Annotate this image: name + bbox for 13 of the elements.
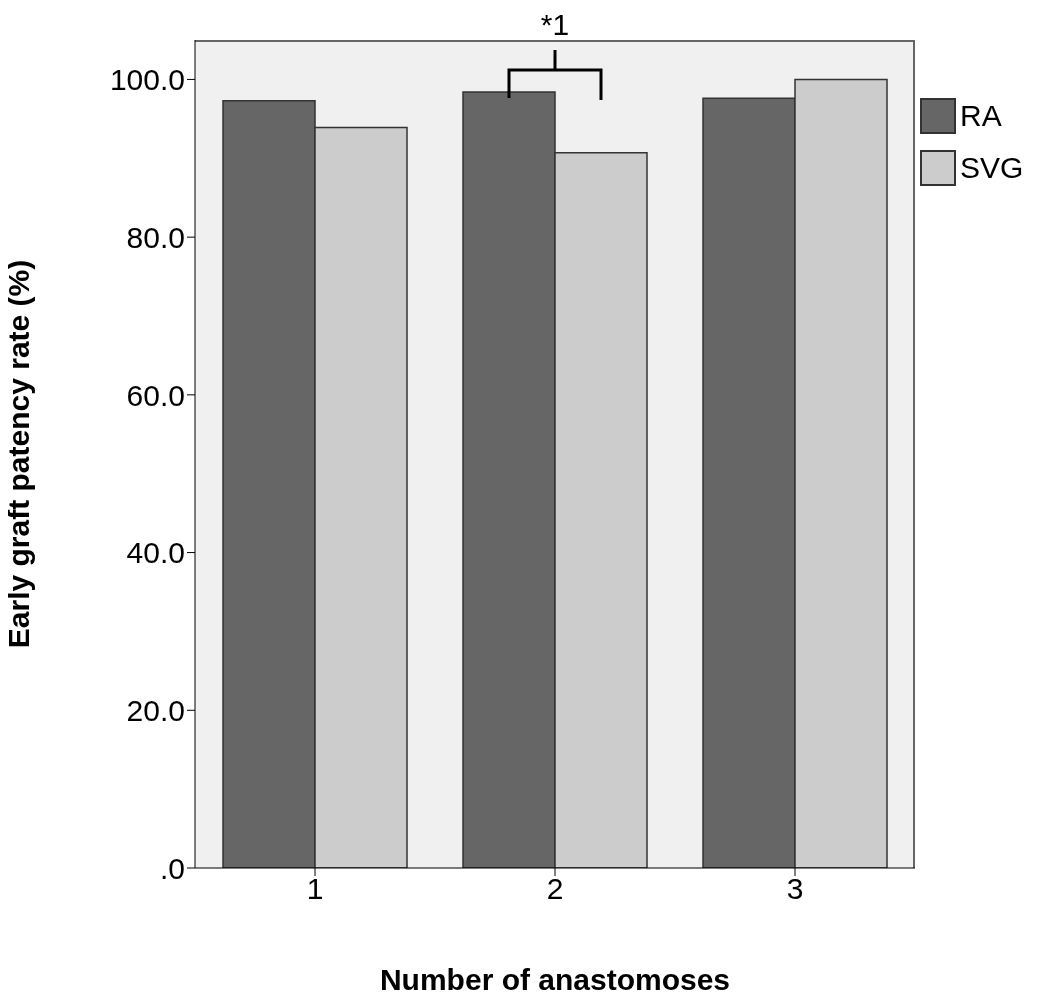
x-tick-label: 2 [546,872,564,906]
y-tick-label: 20.0 [126,693,185,727]
legend-label: SVG [960,151,1024,185]
x-tick-label: 1 [306,872,324,906]
y-tick-label: 100.0 [109,63,185,97]
legend-label: RA [960,99,1002,133]
y-tick-label: 40.0 [126,536,185,570]
y-tick-label: .0 [159,851,185,885]
y-tick-label: 60.0 [126,378,185,412]
x-tick-label: 3 [786,872,804,906]
annotation: *1 [539,8,571,42]
y-tick-label: 80.0 [126,220,185,254]
x-axis-title: Number of anastomoses [379,963,731,996]
